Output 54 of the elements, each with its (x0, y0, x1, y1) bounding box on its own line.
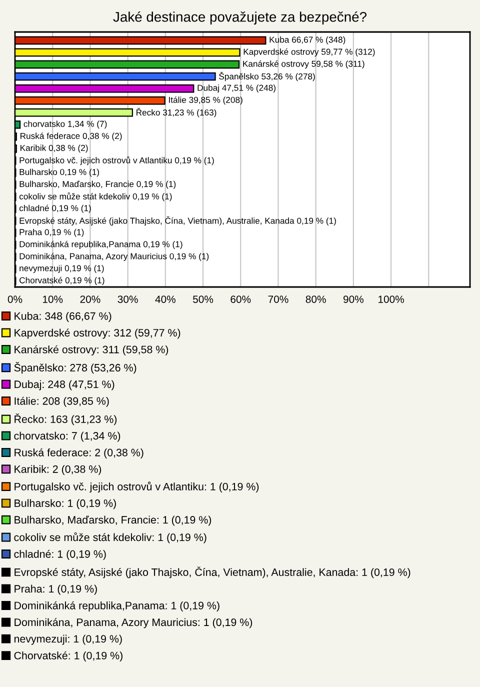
legend-label: Bulharsko, Maďarsko, Francie: 1 (0,19 %) (14, 516, 212, 526)
category-label: Kanárské ostrovy 59,58 % (311) (243, 60, 364, 69)
category-label: Bulharsko 0,19 % (1) (20, 168, 99, 177)
category-label: Praha 0,19 % (1) (20, 228, 84, 237)
x-tick-label: 0% (8, 296, 22, 303)
category-label: Karibik 0,38 % (2) (20, 144, 88, 153)
legend-label: Bulharsko: 1 (0,19 %) (14, 499, 116, 510)
legend-label: Kapverdské ostrovy: 312 (59,77 %) (14, 328, 180, 339)
legend-label: Kanárské ostrovy: 311 (59,58 %) (14, 345, 168, 356)
category-label: Kuba 66,67 % (348) (270, 36, 346, 44)
legend-label: cokoliv se může stát kdekoliv: 1 (0,19 %) (14, 532, 206, 544)
legend-label: Portugalsko vč. jejich ostrovů v Atlantiku: 1 (0,19 %) (14, 482, 259, 493)
category-label: Bulharsko, Maďarsko, Francie 0,19 % (1) (20, 180, 176, 189)
legend-label: Praha: 1 (0,19 %) (14, 584, 97, 595)
category-label: Dominikána, Panama, Azory Mauricius 0,19 % (1) (20, 252, 209, 261)
x-tick-label: 80% (306, 296, 326, 303)
category-label: chorvatsko 1,34 % (7) (24, 120, 107, 129)
category-label: Dubaj 47,51 % (248) (198, 84, 276, 93)
category-label: Portugalsko vč. jejich ostrovů v Atlantiku 0,19 % (1) (20, 156, 214, 166)
category-label: Španělsko 53,26 % (278) (219, 72, 315, 82)
x-tick-label: 60% (230, 296, 251, 303)
category-label: chladné 0,19 % (1) (19, 204, 91, 213)
legend-label: Dubaj: 248 (47,51 %) (14, 380, 114, 390)
legend-label: Dominikánká republika,Panama: 1 (0,19 %) (14, 601, 220, 612)
category-label: Evropské státy, Asijské (jako Thajsko, Čína, Vietnam), Australie, Kanada 0,19 % (1) (20, 216, 336, 226)
category-label: Ruská federace 0,38 % (2) (20, 132, 122, 141)
x-tick-label: 30% (118, 296, 138, 303)
chart-title: Jaké destinace považujete za bezpečné? (113, 11, 367, 25)
x-tick-label: 40% (155, 296, 176, 303)
x-tick-label: 10% (42, 296, 63, 303)
category-label: Itálie 39,85 % (208) (169, 96, 242, 105)
legend-label: Chorvatské: 1 (0,19 %) (14, 651, 122, 662)
legend-label: Itálie: 208 (39,85 %) (14, 396, 109, 407)
legend-label: Dominikána, Panama, Azory Mauricius: 1 (0,19 %) (14, 618, 252, 628)
category-label: nevymezuji 0,19 % (1) (20, 264, 104, 273)
legend-label: nevymezuji: 1 (0,19 %) (14, 634, 122, 645)
x-tick-label: 20% (80, 296, 100, 303)
category-label: Dominikánká republika,Panama 0,19 % (1) (20, 240, 182, 249)
legend-label: chorvatsko: 7 (1,34 %) (14, 432, 120, 442)
category-label: cokoliv se může stát kdekoliv 0,19 % (1) (19, 192, 172, 202)
legend-label: Řecko: 163 (31,23 %) (14, 414, 117, 426)
legend-label: chladné: 1 (0,19 %) (14, 550, 106, 560)
x-tick-label: 50% (193, 296, 214, 303)
category-label: Řecko 31,23 % (163) (136, 108, 216, 118)
x-tick-label: 100% (378, 296, 404, 303)
x-tick-label: 70% (268, 296, 288, 303)
legend-label: Španělsko: 278 (53,26 %) (14, 362, 136, 374)
legend-label: Kuba: 348 (66,67 %) (14, 312, 112, 322)
x-tick-label: 90% (343, 296, 364, 303)
category-label: Kapverdské ostrovy 59,77 % (312) (244, 48, 375, 57)
category-label: Chorvatské 0,19 % (1) (20, 276, 104, 286)
legend-label: Ruská federace: 2 (0,38 %) (14, 448, 144, 458)
legend-label: Karibik: 2 (0,38 %) (14, 465, 102, 476)
legend-label: Evropské státy, Asijské (jako Thajsko, Čína, Vietnam), Australie, Kanada: 1 (0,19 %) (14, 566, 410, 578)
